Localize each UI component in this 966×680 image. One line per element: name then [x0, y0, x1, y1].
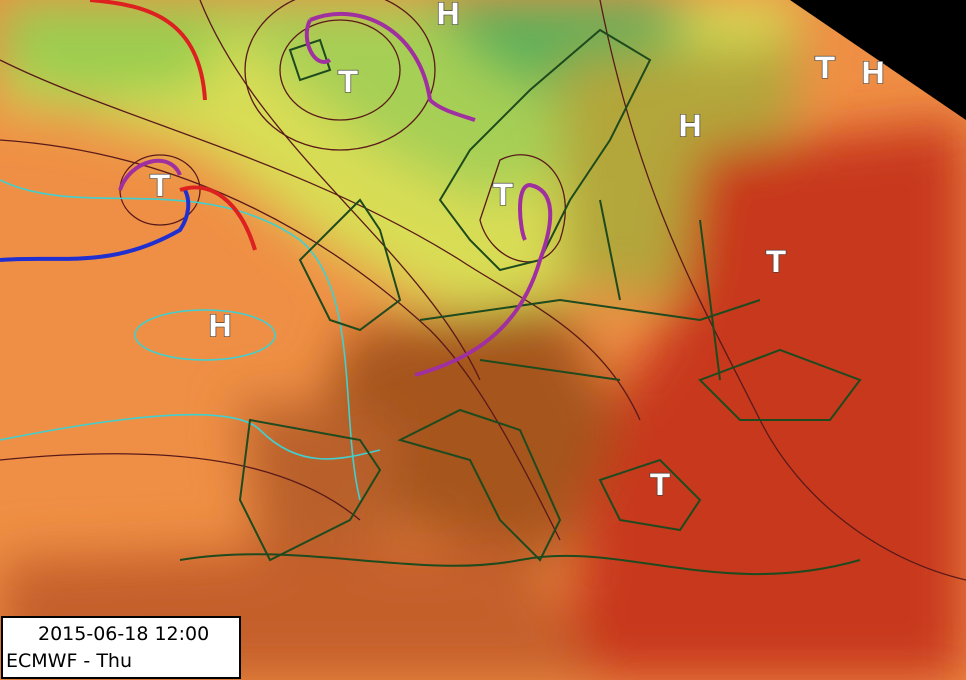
model-name: ECMWF - Thu	[6, 650, 132, 672]
pressure-label: T	[766, 246, 787, 281]
info-box-background	[1, 616, 241, 679]
pressure-label: T	[493, 179, 514, 214]
pressure-label: H	[435, 0, 460, 33]
info-box: 2015-06-18 12:00 ECMWF - Thu	[1, 616, 241, 679]
pressure-label: T	[150, 170, 171, 205]
pressure-label: T	[338, 66, 359, 101]
fronts	[0, 0, 553, 377]
pressure-label: H	[207, 310, 232, 345]
isobars	[0, 0, 966, 581]
datetime: 2015-06-18 12:00	[38, 623, 209, 645]
pressure-centers: H T T H T H T H T T	[149, 0, 885, 504]
pressure-label: H	[860, 57, 885, 92]
pressure-label: T	[650, 469, 671, 504]
coastlines	[179, 28, 862, 576]
pressure-label: H	[677, 110, 702, 145]
pressure-label: T	[815, 52, 836, 87]
